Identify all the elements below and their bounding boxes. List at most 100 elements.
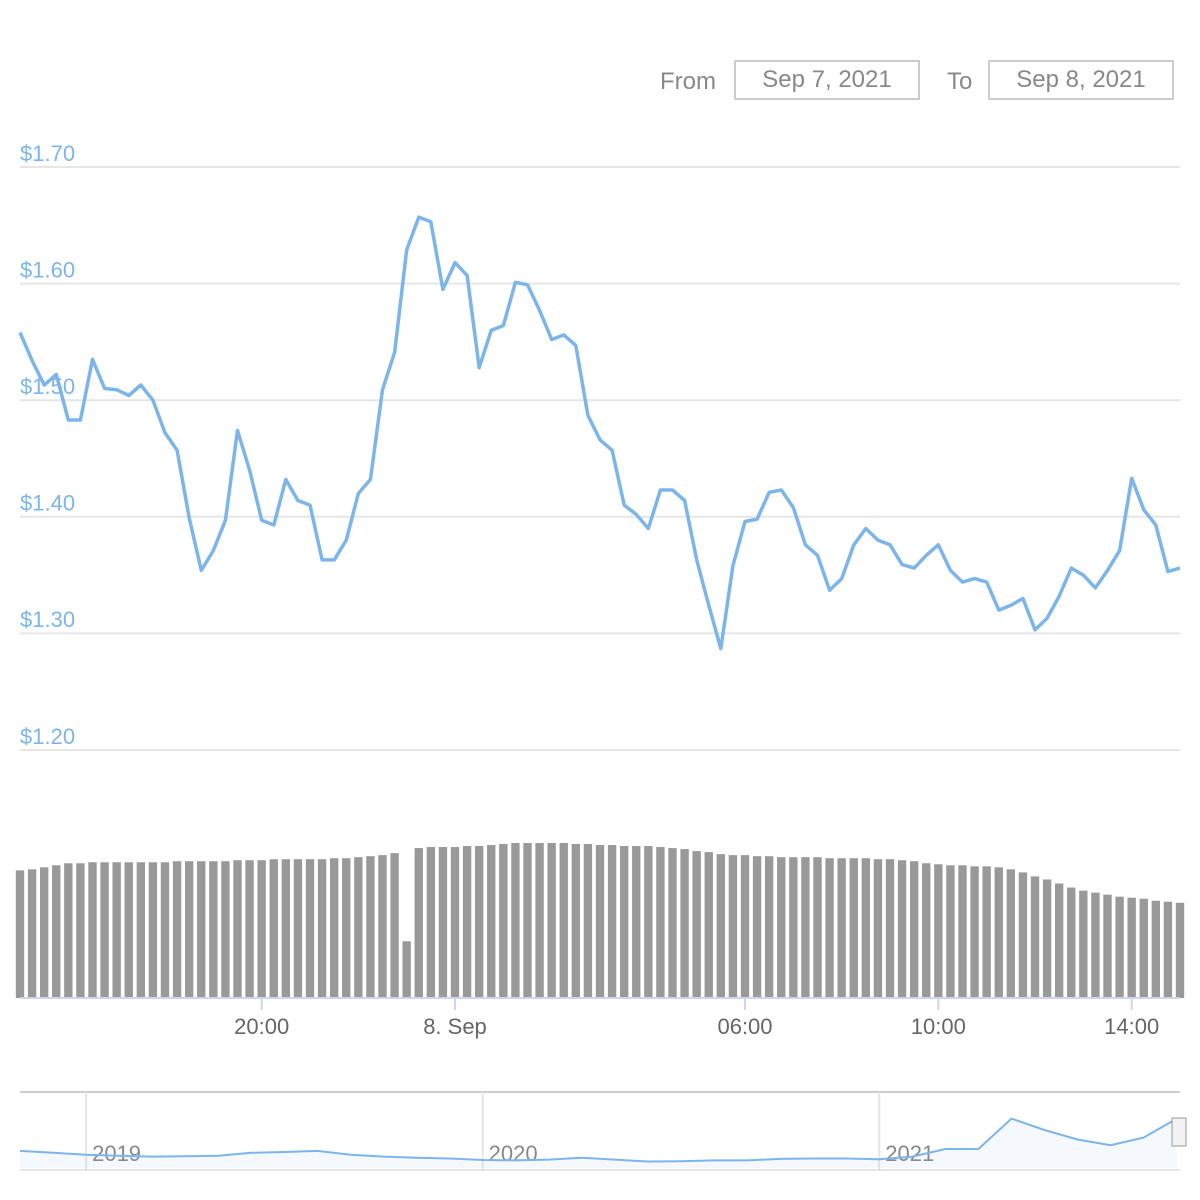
volume-bar (934, 864, 943, 998)
volume-bar (269, 859, 278, 998)
volume-bar (861, 858, 871, 998)
volume-bar (245, 860, 254, 998)
volume-bar (523, 843, 532, 998)
volume-bar (511, 843, 520, 998)
volume-bar (342, 858, 351, 998)
volume-bar (994, 867, 1003, 998)
volume-bar (209, 861, 218, 998)
volume-bar (559, 843, 568, 998)
y-tick-label: $1.40 (20, 491, 75, 516)
y-tick-label: $1.30 (20, 607, 75, 632)
volume-bar (136, 862, 146, 998)
volume-bar (716, 854, 726, 998)
volume-bar (88, 862, 97, 998)
volume-bar (1091, 892, 1100, 998)
volume-bar (692, 851, 701, 998)
volume-bar (1115, 896, 1124, 998)
volume-bar (752, 856, 762, 998)
y-tick-label: $1.50 (20, 374, 75, 399)
volume-bar (184, 861, 194, 998)
volume-bar (704, 852, 713, 998)
volume-bar (293, 859, 303, 998)
volume-bar (354, 857, 363, 998)
to-input[interactable]: Sep 8, 2021 (988, 60, 1174, 100)
volume-bar (221, 861, 230, 998)
navigator-handle[interactable] (1171, 1117, 1187, 1147)
volume-bar (825, 858, 834, 998)
x-tick-label: 8. Sep (423, 1014, 487, 1039)
volume-bar (680, 849, 689, 998)
volume-bar (740, 855, 750, 998)
volume-bar (728, 855, 738, 998)
volume-bar (1054, 883, 1064, 998)
volume-bar (607, 845, 617, 998)
volume-bar (909, 861, 919, 998)
volume-bar (366, 856, 375, 998)
volume-bar (873, 859, 883, 998)
volume-bar (958, 865, 967, 998)
volume-bar (571, 844, 581, 998)
volume-bar (305, 859, 315, 998)
x-tick-label: 14:00 (1104, 1014, 1159, 1039)
volume-bar (148, 862, 158, 998)
volume-bar (499, 844, 508, 998)
x-tick-label: 20:00 (234, 1014, 289, 1039)
volume-bar (813, 857, 822, 998)
to-label: To (947, 68, 973, 95)
volume-bar (982, 866, 991, 998)
from-input[interactable]: Sep 7, 2021 (734, 60, 920, 100)
volume-bar (583, 844, 593, 998)
volume-bar (402, 941, 411, 998)
volume-bar (922, 863, 931, 998)
volume-bar (15, 870, 25, 998)
volume-bar (233, 860, 242, 998)
volume-bar (257, 860, 266, 998)
volume-bar (1151, 900, 1161, 998)
volume-bar (1006, 869, 1016, 998)
volume-bar (1175, 902, 1185, 998)
volume-bar (487, 845, 496, 998)
volume-bar (897, 860, 907, 998)
volume-bar (849, 858, 858, 998)
volume-bar (281, 859, 291, 998)
volume-bar (414, 848, 423, 998)
volume-bar (547, 843, 556, 998)
from-label: From (660, 68, 716, 95)
volume-bar (632, 846, 641, 998)
volume-bar (390, 853, 399, 998)
x-tick-label: 06:00 (717, 1014, 772, 1039)
y-tick-label: $1.70 (20, 141, 75, 166)
volume-bar (112, 862, 121, 998)
volume-bar (52, 865, 61, 998)
volume-bar (1139, 898, 1148, 998)
volume-bar (100, 862, 109, 998)
y-tick-label: $1.20 (20, 724, 75, 749)
volume-bar (426, 847, 436, 998)
volume-bar (619, 846, 629, 998)
volume-bar (764, 856, 774, 998)
volume-bar (595, 845, 605, 998)
volume-bar (1030, 876, 1040, 998)
volume-bar (317, 859, 327, 998)
volume-bar (656, 847, 665, 998)
y-tick-label: $1.60 (20, 257, 75, 282)
volume-bar (801, 857, 810, 998)
volume-bar (172, 861, 182, 998)
volume-bar (378, 855, 387, 998)
volume-bar (474, 846, 484, 998)
volume-bar (160, 862, 170, 998)
volume-bar (1018, 872, 1028, 998)
volume-bar (837, 858, 846, 998)
navigator-tick-label: 2020 (489, 1141, 538, 1166)
volume-bar (644, 846, 653, 998)
volume-bar (1042, 879, 1052, 998)
volume-bar (124, 862, 133, 998)
volume-bar (27, 869, 37, 998)
navigator-line (19, 1117, 1178, 1163)
volume-bar (1067, 887, 1076, 998)
volume-bar (1103, 894, 1112, 998)
volume-bar (1127, 897, 1136, 998)
volume-bar (885, 859, 895, 998)
